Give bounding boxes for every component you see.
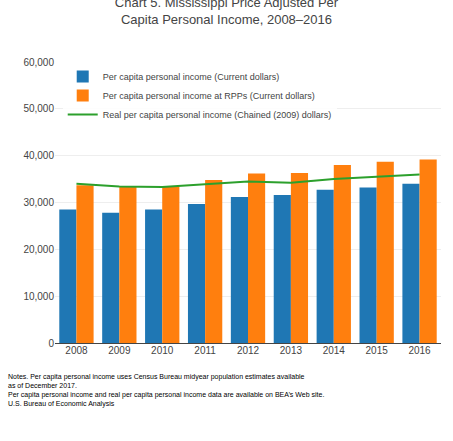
svg-text:2010: 2010 [151,345,174,356]
svg-text:2014: 2014 [323,345,346,356]
svg-text:2009: 2009 [108,345,131,356]
svg-text:Notes. Per capita personal inc: Notes. Per capita personal income uses C… [8,373,324,408]
svg-text:20,000: 20,000 [23,244,54,255]
svg-text:2008: 2008 [65,345,88,356]
svg-text:2013: 2013 [280,345,303,356]
svg-text:10,000: 10,000 [23,291,54,302]
svg-text:30,000: 30,000 [23,197,54,208]
svg-text:0: 0 [48,338,54,349]
svg-text:Chart 5. Mississippi Price Adj: Chart 5. Mississippi Price Adjusted PerC… [115,0,339,27]
svg-text:2016: 2016 [408,345,431,356]
svg-text:Real per capita personal incom: Real per capita personal income (Chained… [103,110,332,120]
svg-text:2015: 2015 [366,345,389,356]
svg-text:50,000: 50,000 [23,103,54,114]
svg-text:2012: 2012 [237,345,260,356]
svg-text:Per capita personal income at: Per capita personal income at RPPs (Curr… [103,91,315,101]
svg-text:40,000: 40,000 [23,150,54,161]
svg-text:60,000: 60,000 [23,57,54,68]
svg-text:Per capita personal income (Cu: Per capita personal income (Current doll… [103,72,280,82]
svg-text:2011: 2011 [194,345,216,356]
